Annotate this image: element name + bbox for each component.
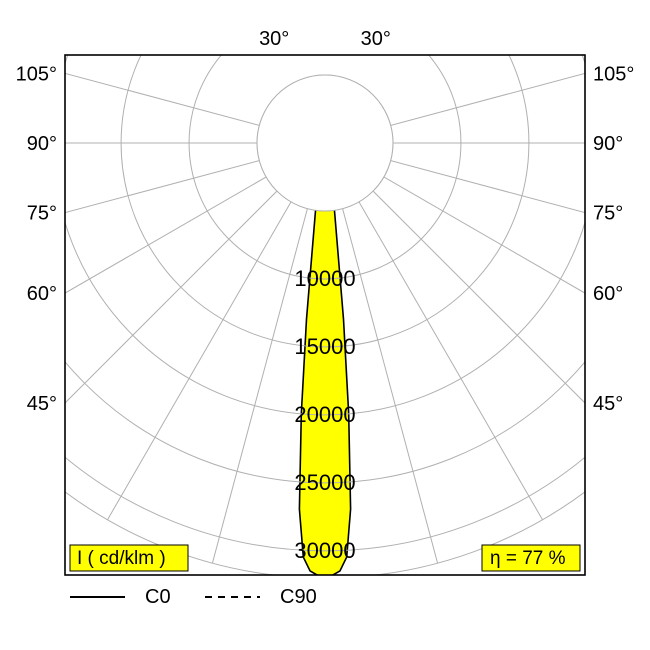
ring-label: 20000 bbox=[294, 402, 355, 427]
angle-label-left: 75° bbox=[27, 203, 57, 225]
angle-label-right: 90° bbox=[593, 133, 623, 155]
angle-label-left: 45° bbox=[27, 393, 57, 415]
ring-label: 25000 bbox=[294, 470, 355, 495]
legend-label-c0: C0 bbox=[145, 586, 171, 608]
unit-label: I ( cd/klm ) bbox=[77, 548, 166, 569]
hub bbox=[257, 75, 393, 211]
legend-label-c90: C90 bbox=[280, 586, 317, 608]
ring-label: 30000 bbox=[294, 538, 355, 563]
angle-label-left: 30° bbox=[361, 28, 391, 50]
ring-label: 10000 bbox=[294, 266, 355, 291]
angle-label-left: 105° bbox=[16, 63, 57, 85]
angle-label-right: 30° bbox=[259, 28, 289, 50]
light-distribution-chart: 10000 15000 20000 25000 30000 I ( cd/klm ) η =… bbox=[0, 0, 650, 650]
angle-label-left: 90° bbox=[27, 133, 57, 155]
angle-label-right: 45° bbox=[593, 393, 623, 415]
angle-label-right: 105° bbox=[593, 63, 634, 85]
angle-label-right: 75° bbox=[593, 203, 623, 225]
ring-label: 15000 bbox=[294, 334, 355, 359]
angle-label-left: 60° bbox=[27, 283, 57, 305]
angle-label-right: 60° bbox=[593, 283, 623, 305]
eta-label: η = 77 % bbox=[490, 548, 566, 569]
